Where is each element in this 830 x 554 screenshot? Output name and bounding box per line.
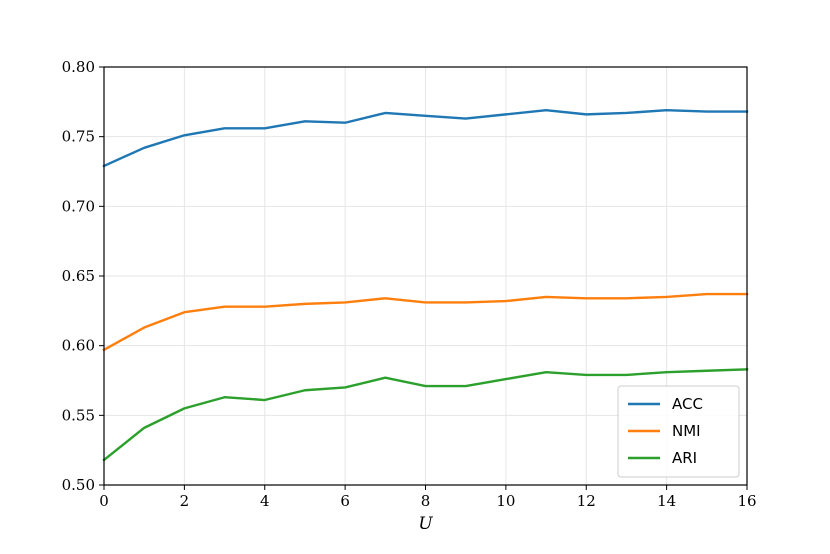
legend-label-ari: ARI: [672, 449, 697, 467]
y-tick-label: 0.55: [62, 406, 95, 424]
series-line-acc: [102, 108, 749, 168]
legend: ACC NMI ARI: [617, 385, 740, 478]
legend-box: [617, 385, 740, 478]
y-tick-label: 0.70: [62, 197, 95, 215]
series-line-ari: [102, 368, 749, 462]
series-lines: [102, 108, 749, 462]
legend-label-acc: ACC: [672, 395, 703, 413]
y-tick-label: 0.60: [62, 337, 95, 355]
series-line-nmi: [102, 292, 749, 352]
y-tick-label: 0.80: [62, 58, 95, 76]
x-tick-label: 14: [657, 492, 676, 510]
legend-label-nmi: NMI: [672, 422, 701, 440]
x-tick-label: 6: [340, 492, 350, 510]
y-axis: 0.50 0.55 0.60 0.65 0.70 0.75 0.80: [62, 58, 104, 494]
x-axis: 0 2 4 6 8 10 12 14 16: [99, 485, 757, 510]
y-tick-label: 0.65: [62, 267, 95, 285]
x-tick-label: 10: [496, 492, 515, 510]
x-tick-label: 16: [737, 492, 756, 510]
x-tick-label: 12: [577, 492, 596, 510]
x-tick-label: 0: [99, 492, 109, 510]
x-tick-label: 8: [421, 492, 431, 510]
x-tick-label: 4: [260, 492, 270, 510]
grid-lines: [103, 66, 748, 486]
y-tick-label: 0.50: [62, 476, 95, 494]
y-tick-label: 0.75: [62, 128, 95, 146]
x-tick-label: 2: [180, 492, 190, 510]
x-axis-label: U: [418, 514, 433, 534]
